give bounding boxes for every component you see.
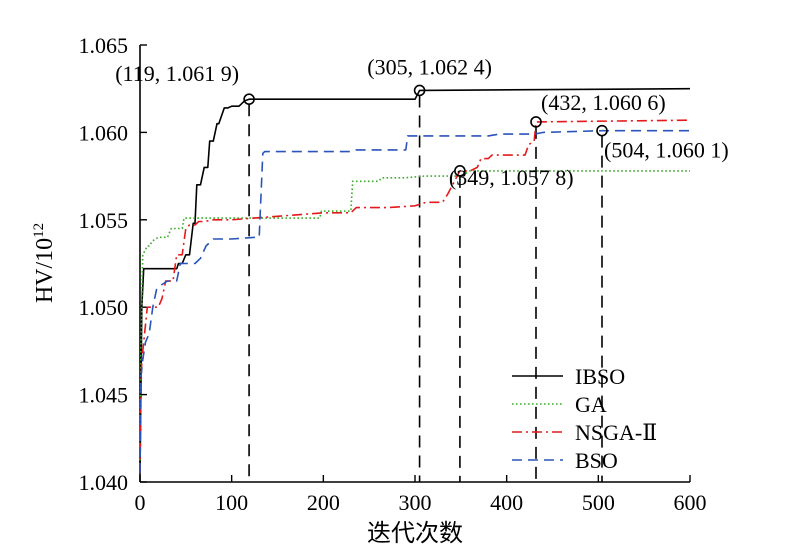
x-tick-label: 500 [582,490,615,515]
x-tick-label: 300 [399,490,432,515]
annotation-label: (432, 1.060 6) [541,90,666,115]
x-tick-label: 0 [135,490,146,515]
y-tick-label: 1.040 [79,470,129,495]
x-tick-label: 600 [674,490,707,515]
legend: IBSO GA NSGA-Ⅱ BSO [512,364,657,473]
guide-lines [248,95,603,482]
legend-label: NSGA-Ⅱ [575,420,657,445]
x-tick-label: 400 [490,490,523,515]
y-tick-label: 1.050 [79,295,129,320]
annotation-label: (504, 1.060 1) [604,138,729,163]
legend-label: GA [575,392,607,417]
y-tick-label: 1.055 [79,208,129,233]
y-tick-label: 1.065 [79,33,129,58]
y-tick-label: 1.060 [79,120,129,145]
x-axis-title: 迭代次数 [367,520,463,547]
x-tick-label: 100 [215,490,248,515]
annotation-label: (349, 1.057 8) [449,165,574,190]
legend-label: IBSO [575,364,625,389]
series-line-nsga [139,119,691,474]
x-tick-label: 200 [307,490,340,515]
annotation-marker [243,93,255,105]
y-axis-title: HV/1012 [31,223,58,303]
legend-label: BSO [575,448,618,473]
annotation-label: (119, 1.061 9) [115,61,239,86]
series-line-ibso [139,87,691,474]
annotation-marker [454,165,466,177]
annotation-markers [243,84,608,177]
annotation-labels: (119, 1.061 9) (305, 1.062 4) (432, 1.060 … [115,54,728,189]
series-lines [139,87,691,474]
y-ticks: 1.040 1.045 1.050 1.055 1.060 1.065 [79,33,147,495]
annotation-marker [530,116,542,128]
x-ticks: 0 100 200 300 400 500 600 [135,475,707,515]
annotation-marker [596,124,608,137]
annotation-label: (305, 1.062 4) [367,54,492,79]
annotation-marker [413,84,426,97]
y-tick-label: 1.045 [79,383,129,408]
series-line-bso [139,129,690,474]
